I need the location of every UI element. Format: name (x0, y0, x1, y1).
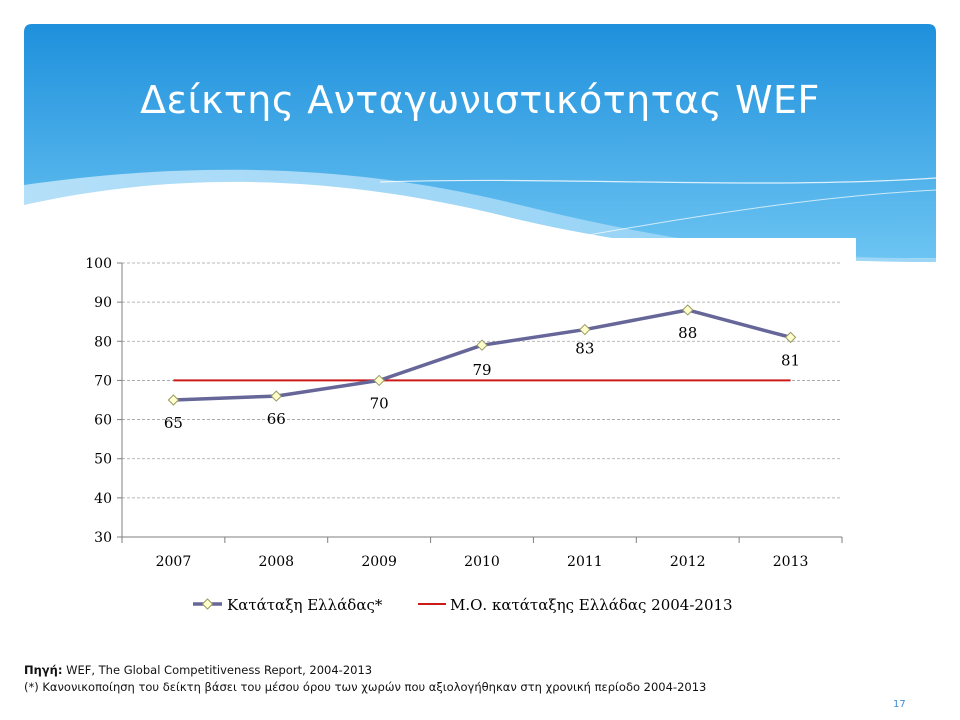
data-label: 79 (472, 361, 491, 379)
y-tick-label: 100 (85, 256, 112, 272)
x-tick-label: 2010 (464, 554, 500, 570)
y-tick-label: 50 (94, 452, 112, 468)
x-tick-label: 2011 (567, 554, 603, 570)
y-tick-label: 80 (94, 334, 112, 350)
x-tick-label: 2007 (156, 554, 192, 570)
y-tick-label: 60 (94, 413, 112, 429)
y-tick-labels: 30 40 50 60 70 80 90 100 (85, 256, 112, 546)
legend-swatch-marker (201, 598, 214, 610)
data-point-marker (476, 339, 488, 351)
data-label: 70 (370, 394, 389, 412)
data-label: 81 (781, 351, 800, 369)
data-label: 66 (267, 410, 286, 428)
normalization-note: (*) Κανονικοποίηση του δείκτη βάσει του … (24, 680, 707, 694)
source-note: Πηγή: WEF, The Global Competitiveness Re… (24, 662, 706, 696)
data-label: 88 (678, 324, 697, 342)
slide-title: Δείκτης Ανταγωνιστικότητας WEF (140, 78, 820, 122)
axes (121, 263, 843, 543)
main-series (167, 304, 797, 406)
data-point-marker (167, 394, 180, 406)
legend-label: Μ.Ο. κατάταξης Ελλάδας 2004-2013 (450, 596, 733, 614)
data-point-marker (784, 331, 797, 344)
source-text: WEF, The Global Competitiveness Report, … (62, 663, 373, 677)
page-number: 17 (893, 699, 906, 710)
x-tick-label: 2012 (670, 554, 706, 570)
y-tick-label: 90 (94, 295, 112, 311)
legend: Κατάταξη Ελλάδας* Μ.Ο. κατάταξης Ελλάδας … (193, 596, 733, 614)
x-tick-label: 2008 (258, 554, 294, 570)
source-line: Πηγή: WEF, The Global Competitiveness Re… (24, 662, 706, 679)
header-wave-stroke-2 (559, 189, 937, 241)
source-label: Πηγή: (24, 663, 63, 677)
data-point-marker (682, 304, 694, 316)
data-label: 65 (164, 414, 183, 432)
y-tick-label: 40 (94, 491, 112, 507)
x-tick-label: 2013 (773, 554, 809, 570)
y-tick-label: 70 (94, 373, 112, 389)
data-label: 83 (575, 340, 594, 358)
data-labels: 65 66 70 79 83 88 81 (164, 324, 800, 432)
data-point-marker (270, 390, 282, 402)
y-tick-label: 30 (94, 530, 112, 546)
x-tick-label: 2009 (361, 554, 397, 570)
data-point-marker (579, 323, 591, 336)
chart-area-background (60, 238, 856, 630)
x-tick-labels: 2007 2008 2009 2010 2011 2012 2013 (156, 554, 809, 570)
legend-label: Κατάταξη Ελλάδας* (227, 596, 383, 614)
data-point-marker (373, 374, 385, 387)
header-wave-stroke (379, 177, 937, 184)
